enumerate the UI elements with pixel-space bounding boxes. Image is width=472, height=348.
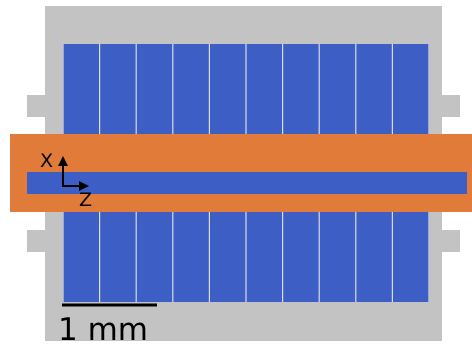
z-axis-arrowhead (79, 181, 89, 191)
scale-bar: 1 mm (58, 303, 157, 348)
top-electrode-array (63, 44, 429, 136)
top-electrode-segment (356, 44, 392, 136)
top-electrode-segment (319, 44, 356, 136)
top-electrode-segment (136, 44, 173, 136)
mount-tab-right-lower (440, 230, 460, 252)
z-axis-label: Z (79, 189, 92, 211)
top-electrode-segment (63, 44, 99, 136)
top-electrode-segment (173, 44, 209, 136)
bottom-electrode-segment (63, 210, 99, 302)
bottom-electrode-segment (319, 210, 356, 302)
mount-tab-left-lower (27, 230, 47, 252)
scale-bar-label: 1 mm (58, 312, 148, 348)
bottom-electrode-segment (210, 210, 246, 302)
bottom-electrode-segment (136, 210, 173, 302)
coordinate-axes: X Z (40, 150, 92, 211)
bottom-electrode-segment (246, 210, 282, 302)
bottom-electrode-segment (356, 210, 392, 302)
top-electrode-segment (246, 44, 282, 136)
waveguide (10, 134, 472, 212)
top-electrode-segment (210, 44, 246, 136)
top-electrode-segment (393, 44, 429, 136)
bottom-electrode-array (63, 210, 429, 302)
waveguide-core (27, 172, 467, 194)
bottom-electrode-segment (393, 210, 429, 302)
mount-tab-right-upper (440, 95, 460, 117)
bottom-electrode-segment (100, 210, 136, 302)
bottom-electrode-segment (283, 210, 319, 302)
top-electrode-segment (100, 44, 136, 136)
mount-tab-left-upper (27, 95, 47, 117)
x-axis-label: X (40, 150, 53, 172)
x-axis-arrowhead (58, 156, 68, 166)
top-electrode-segment (283, 44, 319, 136)
bottom-electrode-segment (173, 210, 209, 302)
